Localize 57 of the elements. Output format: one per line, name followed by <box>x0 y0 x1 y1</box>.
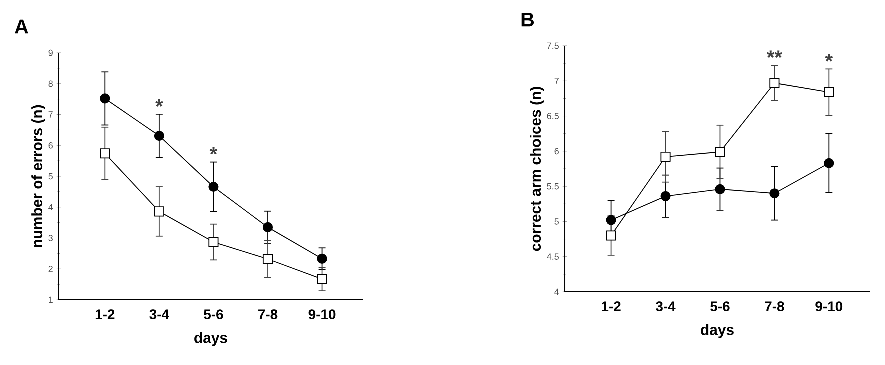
x-tick-label: 5-6 <box>710 302 730 312</box>
point <box>262 254 274 264</box>
point <box>154 206 164 217</box>
y-tick-label: 4 <box>48 204 54 210</box>
annotation: ** <box>767 50 782 58</box>
chart-title: A <box>15 20 28 34</box>
y-tick-label: 2 <box>48 266 53 272</box>
y-tick-label: 5 <box>48 173 53 180</box>
x-tick-label: 7-8 <box>258 310 278 320</box>
x-axis-title: days <box>701 324 734 338</box>
point <box>715 184 726 194</box>
y-tick-label: 9 <box>48 50 53 56</box>
x-tick-label: 1-2 <box>602 302 621 312</box>
point <box>824 87 834 98</box>
x-tick-label: 7-8 <box>765 302 784 312</box>
x-tick-label: 3-4 <box>656 302 676 312</box>
annotation: * <box>825 54 834 62</box>
x-axis-title: days <box>194 332 228 346</box>
y-tick-label: 5 <box>554 218 559 225</box>
point <box>317 274 328 284</box>
point <box>770 78 780 88</box>
y-tick-label: 7 <box>48 112 53 118</box>
point <box>660 191 671 202</box>
y-axis-title: correct arm choices (n) <box>530 87 544 252</box>
chart-title: B <box>522 12 534 27</box>
point <box>208 237 219 248</box>
point <box>606 215 616 226</box>
point <box>824 158 834 168</box>
y-axis-title: number of errors (n) <box>32 105 46 248</box>
point <box>100 148 110 159</box>
x-tick-label: 1-2 <box>96 310 115 320</box>
x-tick-label: 9-10 <box>816 302 843 312</box>
x-tick-label: 5-6 <box>204 310 224 320</box>
y-tick-label: 7.5 <box>547 42 559 50</box>
y-tick-label: 7 <box>554 78 559 84</box>
point <box>100 94 110 104</box>
y-tick-label: 6 <box>554 148 559 155</box>
y-tick-label: 3 <box>48 235 53 242</box>
annotation: * <box>156 100 164 107</box>
y-tick-label: 4.5 <box>547 254 559 260</box>
point <box>208 182 219 192</box>
y-tick-label: 6 <box>48 142 53 149</box>
y-tick-label: 4 <box>554 288 560 296</box>
point <box>660 152 671 162</box>
x-tick-label: 9-10 <box>308 310 336 320</box>
x-tick-label: 3-4 <box>150 310 170 320</box>
point <box>262 222 274 232</box>
y-tick-label: 1 <box>49 296 53 304</box>
annotation: * <box>210 147 218 155</box>
point <box>317 254 328 264</box>
y-tick-label: 6.5 <box>547 113 559 120</box>
point <box>606 230 616 241</box>
y-tick-label: 5.5 <box>547 183 559 190</box>
point <box>715 147 726 158</box>
point <box>770 188 780 199</box>
y-tick-label: 8 <box>48 80 53 88</box>
point <box>154 131 164 142</box>
